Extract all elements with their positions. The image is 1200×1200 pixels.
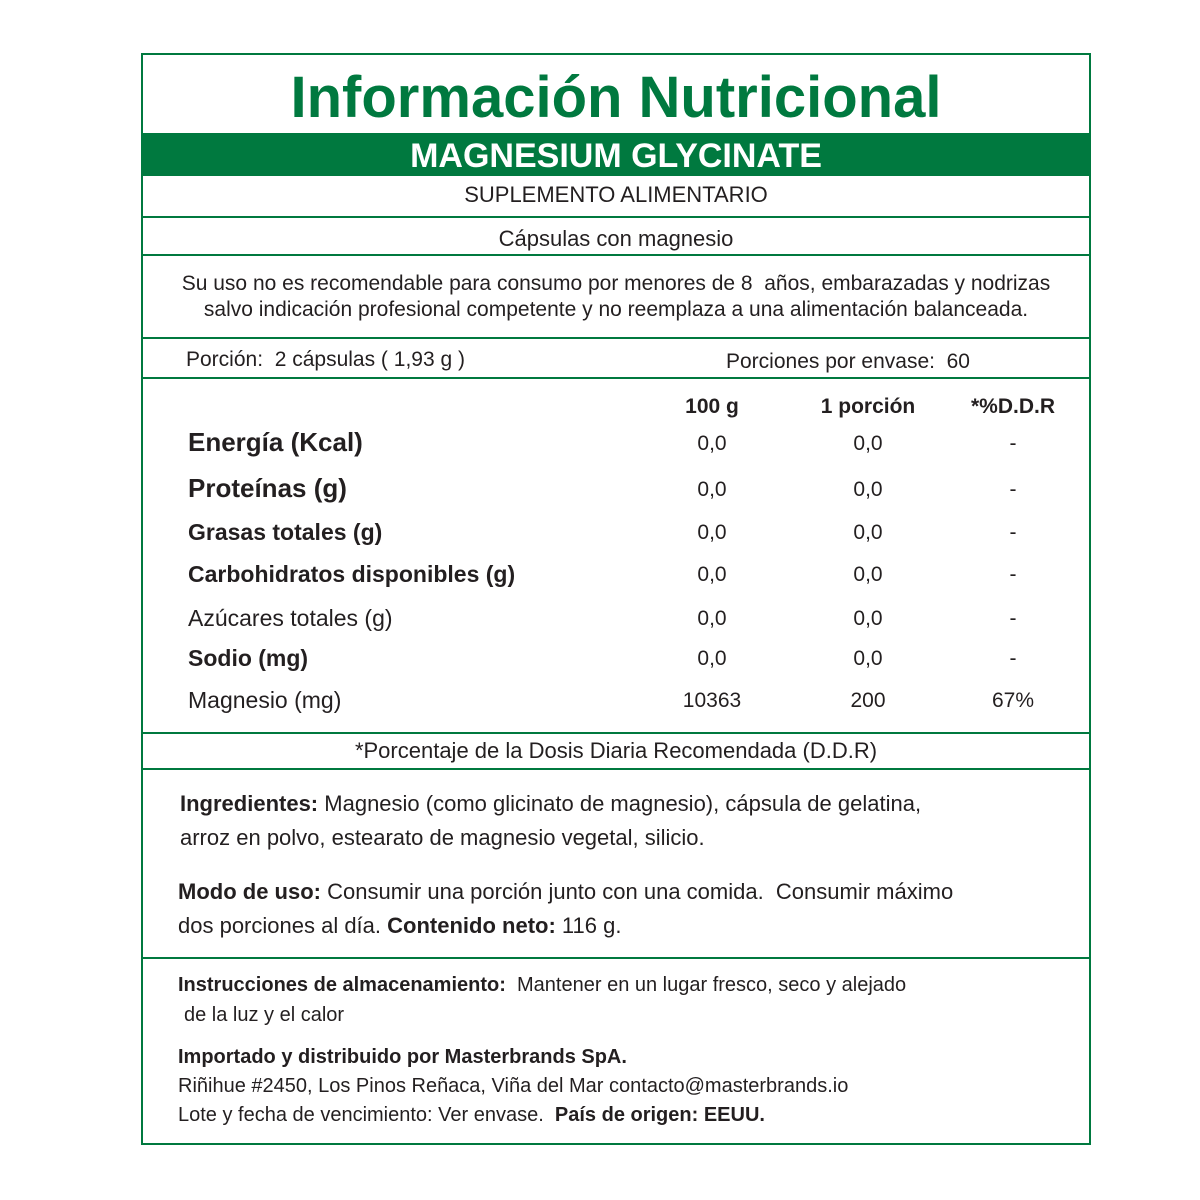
portion: Porción: 2 cápsulas ( 1,93 g ) — [186, 348, 465, 371]
cell: - — [1009, 478, 1017, 501]
cell: 0,0 — [853, 607, 883, 630]
category: SUPLEMENTO ALIMENTARIO — [464, 182, 768, 207]
address: Riñihue #2450, Los Pinos Reñaca, Viña de… — [178, 1075, 849, 1097]
storage-text: Mantener en un lugar fresco, seco y alej… — [517, 974, 907, 996]
cell: 0,0 — [697, 563, 727, 586]
usage-text: dos porciones al día. — [178, 913, 382, 938]
cell: - — [1009, 563, 1017, 586]
usage-text: Consumir una porción junto con una comid… — [327, 879, 954, 904]
column-header: 100 g — [685, 395, 739, 418]
cell: 0,0 — [697, 647, 727, 670]
warning: salvo indicación profesional competente … — [203, 298, 1029, 321]
cell: 200 — [850, 689, 886, 712]
storage: Instrucciones de almacenamiento: Mantene… — [178, 974, 906, 997]
usage-label: Modo de uso: — [178, 879, 321, 904]
row-label: Grasas totales (g) — [188, 519, 383, 545]
row-label: Azúcares totales (g) — [188, 605, 393, 631]
divider — [143, 216, 1089, 218]
ingredients-label: Ingredientes: — [180, 791, 319, 816]
usage: Modo de uso: Consumir una porción junto … — [178, 879, 953, 905]
row-label: Carbohidratos disponibles (g) — [188, 561, 516, 587]
product-band — [143, 133, 1089, 176]
servings: Porciones por envase: 60 — [726, 350, 970, 373]
cell: - — [1009, 432, 1017, 455]
ingredients-text: Magnesio (como glicinato de magnesio), c… — [324, 791, 922, 816]
cell: 0,0 — [853, 647, 883, 670]
warning: Su uso no es recomendable para consumo p… — [181, 272, 1051, 295]
divider — [143, 377, 1089, 379]
cell: 0,0 — [853, 432, 883, 455]
border — [141, 53, 1091, 1145]
product: MAGNESIUM GLYCINATE — [410, 137, 822, 175]
origin: País de origen: EEUU. — [554, 1104, 765, 1126]
storage-label: Instrucciones de almacenamiento: — [178, 974, 506, 996]
cell: - — [1009, 521, 1017, 544]
column-header: 1 porción — [820, 395, 916, 418]
row-label: Proteínas (g) — [188, 473, 347, 503]
divider — [143, 254, 1089, 256]
subtitle: Cápsulas con magnesio — [498, 226, 734, 251]
cell: 0,0 — [853, 563, 883, 586]
ingredients: Ingredientes: Magnesio (como glicinato d… — [180, 791, 921, 817]
cell: 0,0 — [697, 432, 727, 455]
divider — [143, 337, 1089, 339]
row-label: Sodio (mg) — [188, 645, 309, 671]
cell: 0,0 — [697, 521, 727, 544]
lot-text: Lote y fecha de vencimiento: Ver envase. — [178, 1104, 544, 1126]
divider — [143, 768, 1089, 770]
cell: - — [1009, 647, 1017, 670]
cell: - — [1009, 607, 1017, 630]
cell: 10363 — [682, 689, 742, 712]
ingredients-text: arroz en polvo, estearato de magnesio ve… — [180, 825, 705, 850]
cell: 0,0 — [697, 478, 727, 501]
storage-text: de la luz y el calor — [184, 1004, 345, 1026]
column-header: *%D.D.R — [970, 395, 1055, 418]
net-value: 116 g. — [561, 913, 622, 938]
usage: dos porciones al día. Contenido neto: 11… — [178, 913, 621, 939]
cell: 0,0 — [697, 607, 727, 630]
divider — [143, 732, 1089, 734]
footnote: *Porcentaje de la Dosis Diaria Recomenda… — [354, 738, 878, 763]
importer: Importado y distribuido por Masterbrands… — [178, 1046, 627, 1068]
net-label: Contenido neto: — [387, 913, 556, 938]
divider — [143, 957, 1089, 959]
lot: Lote y fecha de vencimiento: Ver envase.… — [178, 1104, 765, 1127]
cell: 0,0 — [853, 478, 883, 501]
title: Información Nutricional — [290, 65, 942, 130]
cell: 67% — [991, 689, 1035, 712]
row-label: Energía (Kcal) — [188, 427, 363, 457]
row-label: Magnesio (mg) — [188, 687, 342, 713]
cell: 0,0 — [853, 521, 883, 544]
